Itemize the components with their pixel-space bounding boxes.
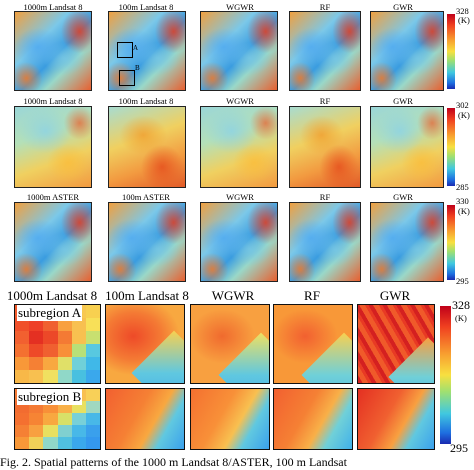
- subregion-b-label: subregion B: [17, 389, 83, 405]
- panel-title: GWR: [393, 96, 413, 106]
- subregion-b-gwr: [357, 388, 435, 450]
- subregion-b-box: [119, 70, 135, 86]
- subregion-a-rf: [273, 304, 353, 384]
- water-patch: [388, 337, 434, 383]
- colorbar-min: 295: [456, 276, 469, 286]
- subregion-b-rf: [273, 388, 353, 450]
- subregion-col-title: 100m Landsat 8: [105, 288, 189, 303]
- lst-map-gwr-row2: [370, 106, 444, 188]
- subregion-col-title: 1000m Landsat 8: [6, 288, 98, 303]
- panel-title: 100m Landsat 8: [118, 2, 174, 12]
- lst-map-100m-landsat8-row2: [108, 106, 186, 188]
- colorbar-unit: (K): [455, 313, 467, 323]
- subregion-a-box: [117, 42, 133, 58]
- panel-title: 1000m Landsat 8: [23, 2, 83, 12]
- panel-title: 100m ASTER: [122, 192, 170, 202]
- water-patch: [131, 330, 184, 383]
- subregion-a-label: subregion A: [17, 305, 83, 321]
- subregion-a-100m: [105, 304, 185, 384]
- figure-caption: Fig. 2. Spatial patterns of the 1000 m L…: [0, 455, 347, 469]
- panel-title: WGWR: [226, 96, 254, 106]
- subregion-b-100m: [105, 388, 185, 450]
- lst-map-wgwr-row1: [200, 11, 278, 91]
- colorbar-row3: [447, 205, 455, 280]
- panel-title: 1000m ASTER: [26, 192, 80, 202]
- colorbar-min: 295: [450, 441, 468, 455]
- lst-map-gwr-row3: [370, 202, 444, 282]
- lst-map-100m-aster: [108, 202, 186, 282]
- subregion-col-title: GWR: [379, 288, 411, 303]
- lst-map-1000m-landsat8-row2: [14, 106, 92, 188]
- colorbar-max: 328: [452, 298, 470, 312]
- lst-map-wgwr-row3: [200, 202, 278, 282]
- colorbar-max: 330: [456, 196, 469, 206]
- subregion-col-title: RF: [304, 288, 320, 303]
- subregion-b-wgwr: [190, 388, 270, 450]
- colorbar-min: 285: [456, 182, 469, 192]
- panel-title: RF: [319, 96, 331, 106]
- colorbar-row1: [447, 14, 455, 89]
- panel-title: WGWR: [226, 2, 254, 12]
- panel-title: 1000m Landsat 8: [23, 96, 83, 106]
- subregion-a-marker: A: [133, 44, 139, 52]
- colorbar-unit: (K): [458, 110, 470, 120]
- colorbar-row2: [447, 108, 455, 186]
- colorbar-subregions: [440, 306, 451, 444]
- panel-title: RF: [319, 192, 331, 202]
- lst-map-1000m-aster: [14, 202, 92, 282]
- lst-map-rf-row2: [289, 106, 361, 188]
- panel-title: RF: [319, 2, 331, 12]
- colorbar-max: 302: [456, 100, 469, 110]
- colorbar-max: 328: [456, 6, 469, 16]
- lst-map-1000m-landsat8-row1: [14, 11, 92, 91]
- subregion-a-wgwr: [190, 304, 270, 384]
- subregion-b-marker: B: [135, 64, 140, 72]
- subregion-col-title: WGWR: [211, 288, 255, 303]
- lst-map-wgwr-row2: [200, 106, 278, 188]
- subregion-a-gwr: [357, 304, 435, 384]
- lst-map-rf-row3: [289, 202, 361, 282]
- water-patch: [301, 332, 352, 383]
- water-patch: [218, 332, 269, 383]
- lst-map-100m-landsat8-row1: A B: [108, 11, 186, 91]
- lst-map-rf-row1: [289, 11, 361, 91]
- panel-title: GWR: [393, 2, 413, 12]
- lst-map-gwr-row1: [370, 11, 444, 91]
- panel-title: 100m Landsat 8: [118, 96, 174, 106]
- colorbar-unit: (K): [458, 15, 470, 25]
- panel-title: GWR: [393, 192, 413, 202]
- panel-title: WGWR: [226, 192, 254, 202]
- colorbar-unit: (K): [458, 206, 470, 216]
